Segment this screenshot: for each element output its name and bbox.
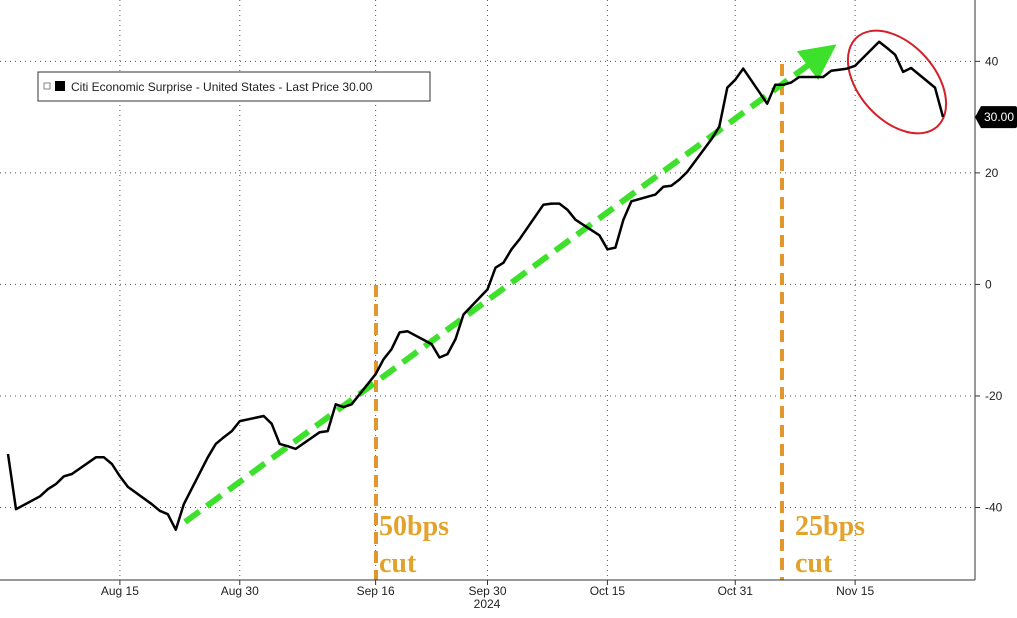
price-tag-label: 30.00 [984, 110, 1014, 124]
annotation: cut [379, 548, 417, 579]
annotation: 25bps [795, 511, 865, 542]
x-tick-label: Sep 16 [357, 584, 395, 598]
legend-box [37, 71, 431, 102]
y-tick-label: 0 [985, 277, 992, 291]
legend-swatch [55, 81, 65, 91]
price-tag [975, 106, 1017, 129]
y-tick-label: 20 [985, 166, 999, 180]
y-tick-label: 40 [985, 54, 999, 68]
annotation: 50bps [379, 511, 449, 542]
legend-label: Citi Economic Surprise - United States -… [71, 80, 373, 94]
x-tick-label: Nov 15 [836, 584, 874, 598]
highlight-ellipse [846, 29, 948, 135]
trend-arrow [183, 44, 837, 525]
x-tick-label: Oct 15 [590, 584, 626, 598]
annotation: cut [795, 548, 833, 579]
legend-expander[interactable] [43, 82, 51, 90]
legend: Citi Economic Surprise - United States -… [37, 71, 431, 102]
data-line [6, 40, 945, 532]
y-tick-label: -40 [985, 501, 1003, 515]
x-tick-label: Oct 31 [718, 584, 754, 598]
y-tick-label: -20 [985, 389, 1003, 403]
x-tick-label: Aug 15 [101, 584, 139, 598]
x-tick-label: Sep 30 [468, 584, 506, 598]
x-tick-label: Aug 30 [221, 584, 259, 598]
x-axis-label: 2024 [474, 597, 501, 611]
